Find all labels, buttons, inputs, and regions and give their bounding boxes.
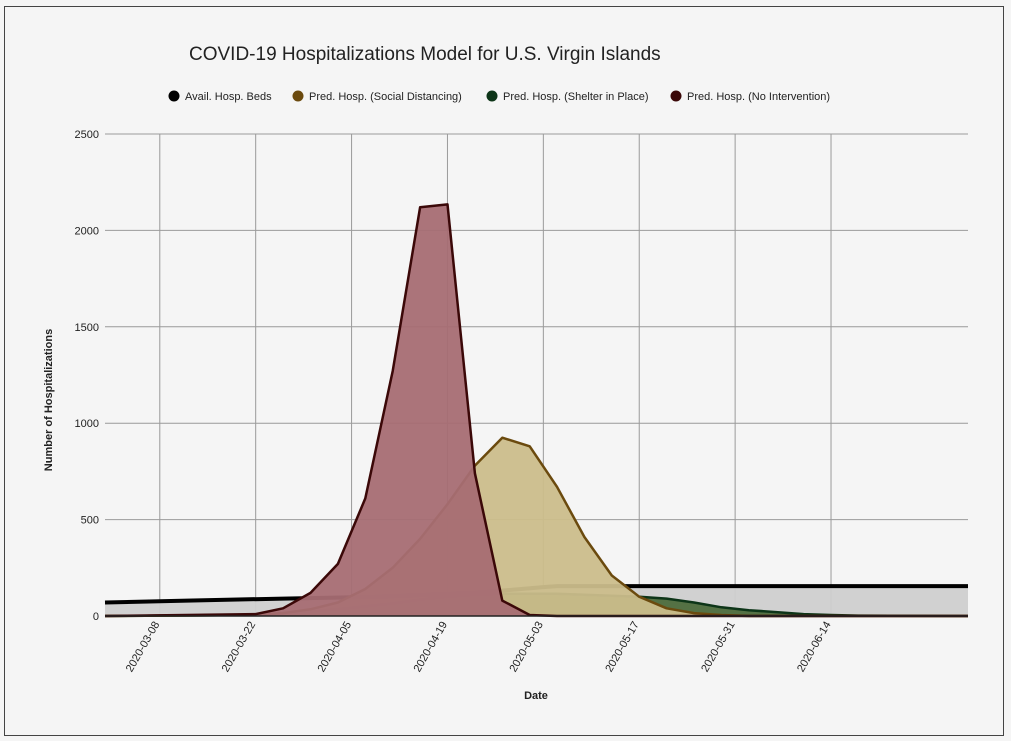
x-tick-label: 2020-04-05 — [316, 620, 355, 675]
legend-label: Pred. Hosp. (Shelter in Place) — [503, 91, 649, 103]
x-tick-label: 2020-03-22 — [220, 620, 259, 675]
x-tick-label: 2020-06-14 — [795, 620, 834, 675]
area-pred-hosp-social-distancing- — [105, 437, 968, 616]
x-tick-label: 2020-05-31 — [699, 620, 738, 675]
y-axis-label: Number of Hospitalizations — [43, 329, 55, 471]
x-axis-label: Date — [524, 690, 548, 702]
legend-label: Pred. Hosp. (Social Distancing) — [309, 91, 462, 103]
x-tick-label: 2020-05-17 — [603, 620, 642, 675]
legend-swatch — [292, 90, 304, 102]
legend-item: Pred. Hosp. (Social Distancing) — [292, 90, 462, 103]
legend: Avail. Hosp. Beds Pred. Hosp. (Social Dis… — [168, 90, 830, 103]
y-tick-label: 0 — [93, 611, 99, 623]
line-pred-hosp-no-intervention- — [104, 203, 968, 618]
chart-title: COVID-19 Hospitalizations Model for U.S.… — [189, 44, 661, 65]
legend-swatch — [168, 90, 180, 102]
y-tick-label: 2500 — [75, 129, 99, 141]
plot-areas — [104, 203, 969, 618]
legend-item: Pred. Hosp. (No Intervention) — [670, 90, 830, 103]
legend-item: Avail. Hosp. Beds — [168, 90, 272, 103]
y-tick-label: 500 — [81, 515, 99, 527]
y-tick-label: 1000 — [75, 418, 99, 430]
legend-label: Pred. Hosp. (No Intervention) — [687, 91, 830, 103]
legend-swatch — [670, 90, 682, 102]
legend-item: Pred. Hosp. (Shelter in Place) — [486, 90, 649, 103]
legend-label: Avail. Hosp. Beds — [185, 91, 272, 103]
legend-swatch — [486, 90, 498, 102]
y-tick-label: 1500 — [75, 322, 99, 334]
x-tick-label: 2020-04-19 — [412, 620, 451, 675]
x-tick-label: 2020-03-08 — [124, 620, 163, 675]
x-tick-label: 2020-05-03 — [507, 620, 546, 675]
y-tick-label: 2000 — [75, 225, 99, 237]
